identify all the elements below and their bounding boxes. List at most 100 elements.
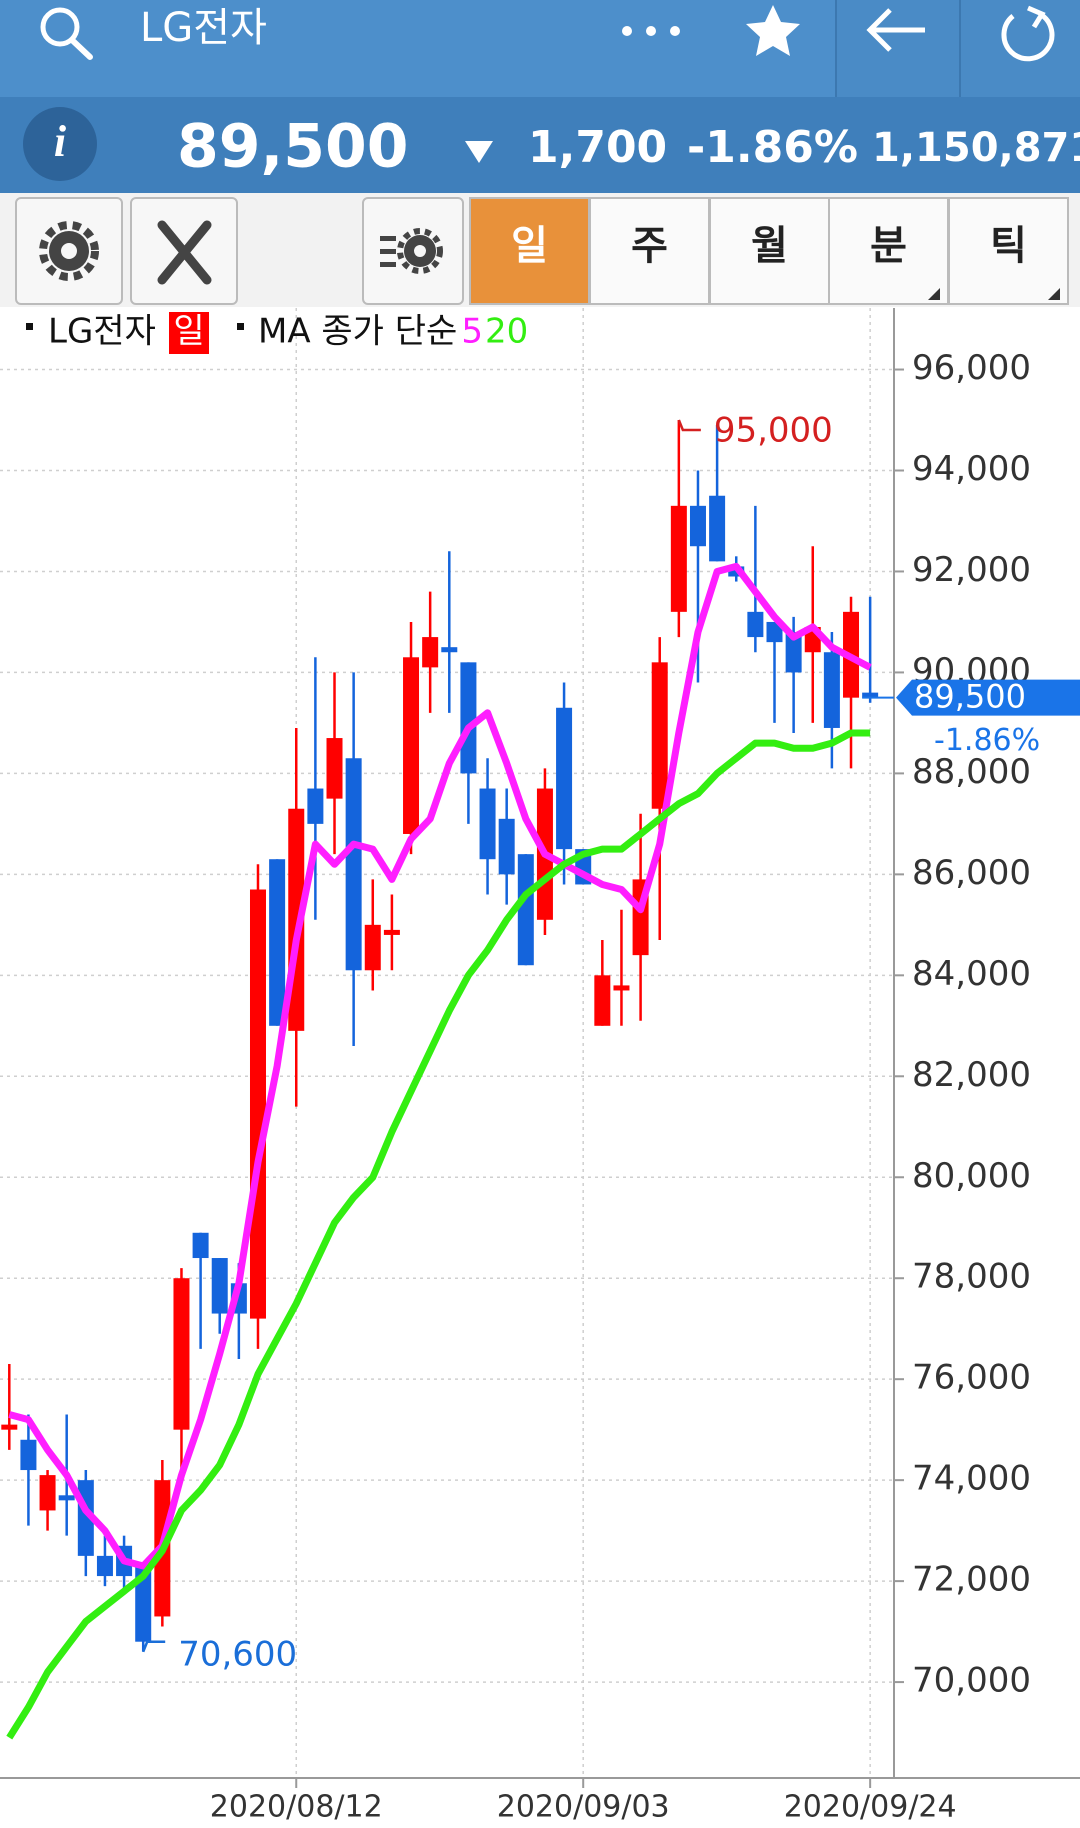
refresh-icon xyxy=(1001,11,1055,62)
legend-label: LG전자 xyxy=(48,312,156,352)
search-button[interactable] xyxy=(40,7,93,60)
x-tick-label: 2020/09/24 xyxy=(784,1790,957,1825)
search-icon xyxy=(40,7,80,47)
last-price-label: 89,500 xyxy=(914,678,1026,716)
y-tick-label: 82,000 xyxy=(912,1055,1031,1095)
candle-body xyxy=(307,788,324,824)
info-bar xyxy=(0,97,1080,193)
list-line xyxy=(380,262,396,267)
candle-body xyxy=(613,985,630,991)
low-label-arrow xyxy=(142,1640,166,1653)
y-tick-label: 74,000 xyxy=(912,1459,1031,1499)
candle-body xyxy=(192,1232,209,1259)
gear-hole xyxy=(61,243,77,259)
y-tick-label: 84,000 xyxy=(912,954,1031,994)
y-tick-label: 72,000 xyxy=(912,1560,1031,1600)
tab[interactable] xyxy=(948,197,1069,305)
more-button[interactable] xyxy=(622,26,680,36)
high-label: 95,000 xyxy=(714,411,833,451)
candle-body xyxy=(326,738,343,799)
candle-body xyxy=(441,647,458,653)
candle-body xyxy=(269,859,286,1026)
tab-label: 일 xyxy=(511,223,548,269)
change: 1,700 xyxy=(528,122,667,173)
info-icon: i xyxy=(54,117,67,166)
change-pct: -1.86% xyxy=(687,122,858,173)
tool xyxy=(157,220,212,285)
y-tick-label: 80,000 xyxy=(912,1156,1031,1196)
y-tick-label: 76,000 xyxy=(912,1358,1031,1398)
moving-average-line xyxy=(8,562,872,1570)
candle-body xyxy=(1,1424,18,1430)
legend-period: 일 xyxy=(173,312,204,352)
candle-body xyxy=(383,929,400,935)
back-button[interactable] xyxy=(866,8,925,52)
candle-body xyxy=(58,1495,75,1501)
candle-body xyxy=(345,758,362,971)
tab-label: 주 xyxy=(631,223,668,269)
low-label: 70,600 xyxy=(178,1634,297,1674)
y-tick-label: 94,000 xyxy=(912,449,1031,489)
candle-body xyxy=(498,818,515,875)
legend-period-box xyxy=(169,312,209,354)
candle-body xyxy=(862,692,879,698)
candle-body xyxy=(173,1278,190,1430)
favorite-button[interactable] xyxy=(746,5,800,56)
candle-body xyxy=(785,632,802,673)
price: 89,500 xyxy=(177,112,409,182)
last-price-tag xyxy=(896,679,1080,716)
back-icon xyxy=(866,8,892,52)
candle-body xyxy=(823,652,840,728)
info-button[interactable] xyxy=(23,107,97,181)
dot xyxy=(670,26,680,36)
tab[interactable] xyxy=(709,197,830,305)
candle-body xyxy=(747,611,764,638)
legend-label: MA 종가 단순 xyxy=(258,312,457,352)
stock-title: LG전자 xyxy=(140,5,267,51)
candle-body xyxy=(556,707,573,850)
legend-label: 20 xyxy=(485,312,528,352)
list-gear-icon xyxy=(380,228,443,274)
gear-teeth xyxy=(397,228,443,274)
candle-body xyxy=(20,1439,37,1471)
candle-body xyxy=(403,657,420,834)
candle-body xyxy=(211,1258,228,1314)
candle-body xyxy=(766,621,783,643)
y-tick-label: 78,000 xyxy=(912,1257,1031,1297)
down-arrow xyxy=(465,141,493,163)
gear-icon xyxy=(39,221,99,281)
tab-label: 틱 xyxy=(990,223,1027,269)
search-icon xyxy=(69,37,93,60)
dot xyxy=(622,26,632,36)
candle-body xyxy=(39,1475,56,1511)
refresh-button[interactable] xyxy=(1001,5,1055,62)
y-tick-label: 88,000 xyxy=(912,752,1031,792)
candle-body xyxy=(689,505,706,547)
tab-menu-indicator xyxy=(1048,288,1060,300)
x-tick-label: 2020/09/03 xyxy=(497,1790,670,1825)
y-tick-label: 92,000 xyxy=(912,550,1031,590)
candle-body xyxy=(709,495,726,562)
tab[interactable] xyxy=(589,197,710,305)
legend-marker xyxy=(237,323,244,330)
dot xyxy=(646,26,656,36)
tab-menu-indicator xyxy=(928,288,940,300)
tab[interactable] xyxy=(828,197,949,305)
tab-label: 월 xyxy=(751,223,788,269)
candle-body xyxy=(651,662,668,809)
candle-body xyxy=(422,637,439,668)
y-tick-label: 96,000 xyxy=(912,348,1031,388)
x-tick-label: 2020/08/12 xyxy=(210,1790,383,1825)
list-line xyxy=(380,236,396,241)
y-tick-label: 86,000 xyxy=(912,853,1031,893)
candle-body xyxy=(517,854,534,966)
legend-marker xyxy=(26,323,33,330)
chart: 70,000 72,000 74,000 76,000 78,000 80,000 82,0… xyxy=(0,308,1080,1825)
y-tick-label: 70,000 xyxy=(912,1661,1031,1701)
candle-body xyxy=(670,505,687,612)
candle-body xyxy=(460,662,477,774)
volume: 1,150,871 xyxy=(872,125,1080,171)
gear-hole xyxy=(414,245,426,257)
